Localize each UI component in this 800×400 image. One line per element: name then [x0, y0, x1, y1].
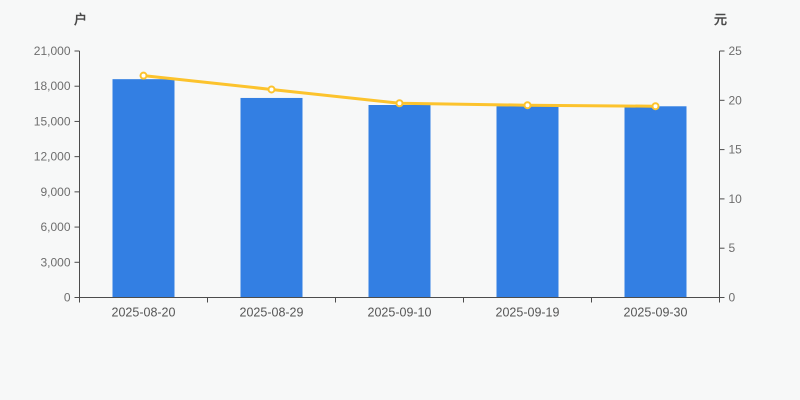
- left-axis-tick-label: 18,000: [34, 79, 71, 93]
- left-axis-tick-label: 6,000: [40, 220, 70, 234]
- left-axis-tick-label: 3,000: [40, 255, 70, 269]
- x-axis-category-label: 2025-08-29: [240, 306, 304, 320]
- price-line-marker: [139, 71, 148, 80]
- holder-count-bar: [496, 106, 559, 298]
- right-axis-tick-label: 15: [729, 143, 743, 157]
- price-line-marker: [523, 101, 532, 110]
- right-axis-tick-label: 25: [729, 44, 743, 58]
- holder-count-bar: [624, 106, 687, 298]
- left-axis-tick-label: 0: [64, 291, 71, 305]
- holder-count-bar: [368, 104, 431, 298]
- right-axis-tick-label: 20: [729, 93, 743, 107]
- right-axis-tick-label: 10: [729, 192, 743, 206]
- left-axis-tick-label: 12,000: [34, 150, 71, 164]
- right-axis-unit-label: 元: [714, 12, 727, 27]
- left-axis-tick-label: 21,000: [34, 44, 71, 58]
- x-axis-category-label: 2025-09-10: [368, 306, 432, 320]
- right-axis-tick-label: 0: [729, 291, 736, 305]
- price-line-marker: [267, 85, 276, 94]
- x-axis-category-label: 2025-08-20: [112, 306, 176, 320]
- right-axis-tick-label: 5: [729, 241, 736, 255]
- holder-count-bar: [112, 79, 175, 298]
- x-axis-category-label: 2025-09-19: [496, 306, 560, 320]
- x-axis-category-label: 2025-09-30: [624, 306, 688, 320]
- price-line-marker: [651, 102, 660, 111]
- left-axis-tick-label: 9,000: [40, 185, 70, 199]
- price-line-marker: [395, 99, 404, 108]
- holder-count-bar: [240, 97, 303, 298]
- left-axis-tick-label: 15,000: [34, 114, 71, 128]
- left-axis-unit-label: 户: [74, 12, 87, 27]
